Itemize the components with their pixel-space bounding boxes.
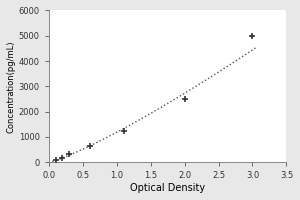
X-axis label: Optical Density: Optical Density bbox=[130, 183, 205, 193]
Y-axis label: Concentration(pg/mL): Concentration(pg/mL) bbox=[7, 40, 16, 133]
